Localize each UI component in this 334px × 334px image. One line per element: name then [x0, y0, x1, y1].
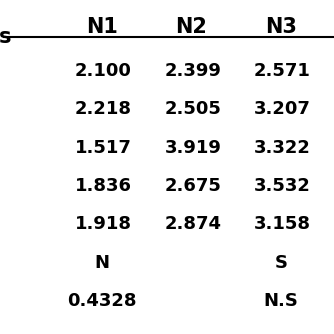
- Text: 1.836: 1.836: [75, 177, 132, 195]
- Text: 2.571: 2.571: [254, 62, 311, 80]
- Text: 3.532: 3.532: [254, 177, 311, 195]
- Text: 2.675: 2.675: [164, 177, 221, 195]
- Text: 2.874: 2.874: [164, 215, 221, 233]
- Text: 3.158: 3.158: [254, 215, 311, 233]
- Text: N2: N2: [176, 17, 207, 37]
- Text: N1: N1: [86, 17, 118, 37]
- Text: 1.517: 1.517: [75, 139, 132, 157]
- Text: 3.919: 3.919: [164, 139, 221, 157]
- Text: N.S: N.S: [264, 292, 298, 310]
- Text: s: s: [0, 27, 12, 47]
- Text: 2.399: 2.399: [164, 62, 221, 80]
- Text: N3: N3: [265, 17, 297, 37]
- Text: 2.218: 2.218: [75, 100, 132, 118]
- Text: 2.505: 2.505: [164, 100, 221, 118]
- Text: S: S: [275, 254, 288, 272]
- Text: 3.322: 3.322: [254, 139, 311, 157]
- Text: 3.207: 3.207: [254, 100, 311, 118]
- Text: N: N: [95, 254, 110, 272]
- Text: 2.100: 2.100: [75, 62, 132, 80]
- Text: 0.4328: 0.4328: [67, 292, 137, 310]
- Text: 1.918: 1.918: [75, 215, 132, 233]
